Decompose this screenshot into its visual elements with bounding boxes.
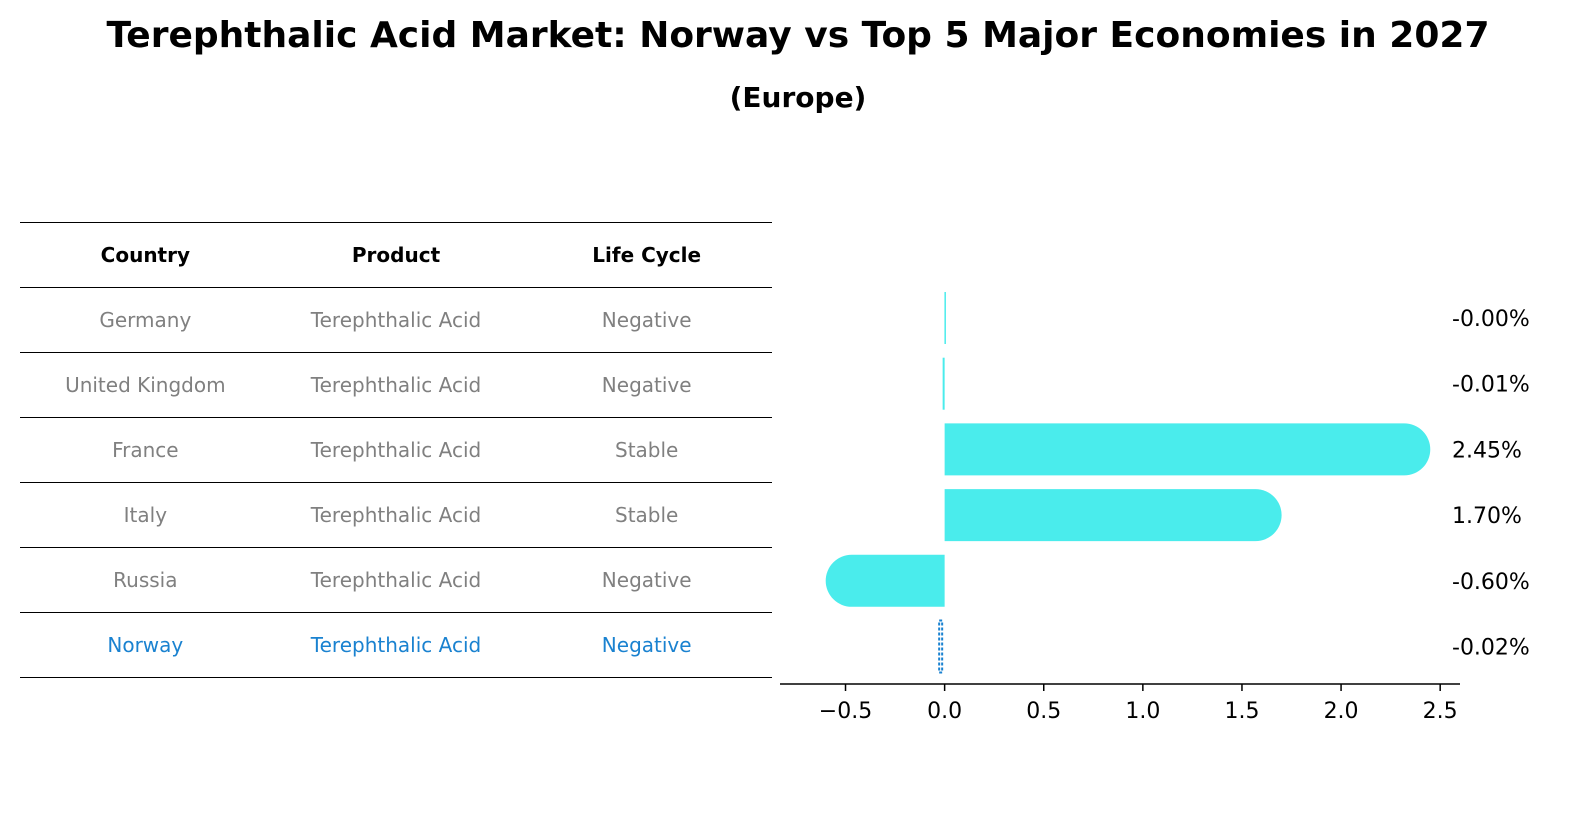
bar bbox=[944, 292, 946, 344]
data-label: -0.00% bbox=[1452, 307, 1530, 332]
bar bbox=[944, 423, 1431, 476]
cell-life-cycle: Negative bbox=[601, 568, 692, 592]
cell-product: Terephthalic Acid bbox=[310, 373, 482, 397]
bar bbox=[942, 357, 945, 410]
data-label: 1.70% bbox=[1452, 504, 1522, 529]
table-row: Germany Terephthalic Acid Negative bbox=[20, 288, 772, 353]
table-row: United Kingdom Terephthalic Acid Negativ… bbox=[20, 353, 772, 418]
bar bbox=[825, 554, 945, 607]
cell-product: Terephthalic Acid bbox=[310, 568, 482, 592]
x-tick-label: 0.5 bbox=[1026, 699, 1061, 724]
x-tick-label: 2.5 bbox=[1423, 699, 1458, 724]
data-label: -0.01% bbox=[1452, 373, 1530, 398]
market-table: Country Product Life Cycle Germany Terep… bbox=[20, 222, 772, 678]
cell-life-cycle: Stable bbox=[615, 503, 679, 527]
bar bbox=[944, 489, 1282, 542]
bar-chart: -0.00% -0.01% 2.45% 1.70% -0.60% -0.02% −0.5 0.… bbox=[780, 292, 1530, 724]
cell-life-cycle: Stable bbox=[615, 438, 679, 462]
header-product: Product bbox=[351, 243, 441, 267]
data-label: 2.45% bbox=[1452, 438, 1522, 463]
cell-country: Norway bbox=[107, 633, 184, 657]
x-tick-label: 1.0 bbox=[1125, 699, 1160, 724]
bar-highlighted bbox=[938, 619, 944, 674]
table-row: Italy Terephthalic Acid Stable bbox=[20, 483, 772, 548]
header-country: Country bbox=[100, 243, 191, 267]
chart-title: Terephthalic Acid Market: Norway vs Top … bbox=[106, 15, 1490, 56]
x-tick-label: −0.5 bbox=[819, 699, 872, 724]
cell-product: Terephthalic Acid bbox=[310, 308, 482, 332]
cell-country: Russia bbox=[113, 568, 178, 592]
table-row: France Terephthalic Acid Stable bbox=[20, 418, 772, 483]
cell-country: Italy bbox=[123, 503, 168, 527]
x-tick-label: 1.5 bbox=[1224, 699, 1259, 724]
table-header-row: Country Product Life Cycle bbox=[20, 223, 772, 288]
cell-life-cycle: Negative bbox=[601, 373, 692, 397]
table-row: Russia Terephthalic Acid Negative bbox=[20, 548, 772, 613]
table-row-highlighted: Norway Terephthalic Acid Negative bbox=[20, 613, 772, 678]
header-life-cycle: Life Cycle bbox=[592, 243, 702, 267]
chart-subtitle: (Europe) bbox=[729, 81, 867, 114]
cell-country: United Kingdom bbox=[65, 373, 226, 397]
cell-country: Germany bbox=[99, 308, 192, 332]
cell-product: Terephthalic Acid bbox=[310, 438, 482, 462]
cell-product: Terephthalic Acid bbox=[310, 503, 482, 527]
cell-life-cycle: Negative bbox=[601, 308, 692, 332]
cell-life-cycle: Negative bbox=[601, 633, 692, 657]
cell-country: France bbox=[112, 438, 179, 462]
data-label: -0.60% bbox=[1452, 570, 1530, 595]
x-tick-label: 2.0 bbox=[1324, 699, 1359, 724]
data-label: -0.02% bbox=[1452, 636, 1530, 661]
x-tick-label: 0.0 bbox=[927, 699, 962, 724]
cell-product: Terephthalic Acid bbox=[310, 633, 482, 657]
